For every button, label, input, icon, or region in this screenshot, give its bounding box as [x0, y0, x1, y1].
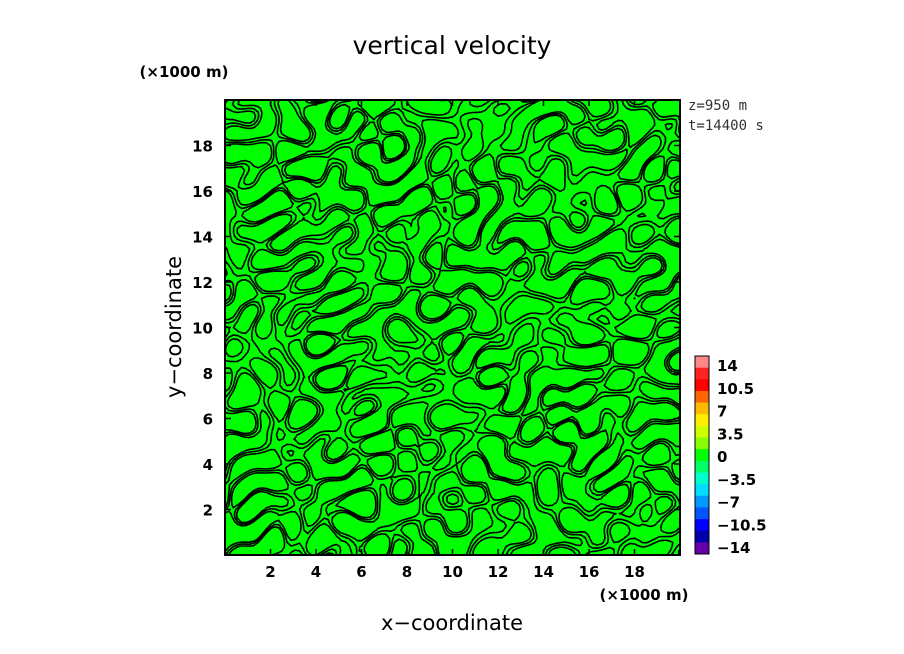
x-tick-label: 18	[624, 563, 645, 581]
colorbar-label: 3.5	[717, 425, 744, 443]
y-tick-label: 2	[203, 502, 213, 520]
colorbar-swatch	[695, 379, 709, 392]
colorbar-label: −14	[717, 539, 750, 557]
y-axis-label: y−coordinate	[162, 256, 186, 398]
colorbar-swatch	[695, 390, 709, 403]
colorbar-label: −10.5	[717, 516, 767, 534]
x-tick-label: 14	[533, 563, 554, 581]
y-tick-label: 14	[192, 229, 213, 247]
colorbar-label: 7	[717, 403, 727, 421]
y-tick-label: 4	[203, 456, 213, 474]
x-tick-label: 12	[488, 563, 509, 581]
y-unit-label: (×1000 m)	[140, 63, 229, 81]
x-tick-label: 10	[442, 563, 463, 581]
colorbar-swatch	[695, 495, 709, 508]
y-axis-ticks: 2 4 6 8 10 12 14 16 18	[192, 138, 680, 520]
colorbar-swatch	[695, 542, 709, 555]
colorbar-swatch	[695, 402, 709, 415]
y-tick-label: 18	[192, 138, 213, 156]
y-tick-label: 10	[192, 320, 213, 338]
contour-line	[225, 100, 680, 555]
colorbar-swatch	[695, 449, 709, 462]
colorbar-label: 10.5	[717, 380, 754, 398]
colorbar-label: −3.5	[717, 471, 756, 489]
x-tick-label: 2	[265, 563, 275, 581]
colorbar-swatch	[695, 367, 709, 380]
colorbar-swatch	[695, 484, 709, 497]
x-axis-label: x−coordinate	[381, 611, 523, 635]
colorbar-swatch	[695, 519, 709, 532]
colorbar-swatch	[695, 414, 709, 427]
contour-line	[225, 100, 680, 555]
x-tick-label: 6	[356, 563, 366, 581]
colorbar-swatch	[695, 437, 709, 450]
y-tick-label: 8	[203, 365, 213, 383]
colorbar-swatch	[695, 472, 709, 485]
y-tick-label: 6	[203, 411, 213, 429]
y-tick-label: 16	[192, 183, 213, 201]
t-annotation: t=14400 s	[688, 118, 764, 134]
x-axis-ticks: 2 4 6 8 10 12 14 16 18	[265, 100, 645, 581]
colorbar-swatch	[695, 425, 709, 438]
x-tick-label: 4	[311, 563, 321, 581]
colorbar-label: 14	[717, 357, 738, 375]
colorbar: 14 10.5 7 3.5 0 −3.5 −7 −10.5 −14	[694, 355, 767, 557]
x-unit-label: (×1000 m)	[600, 586, 689, 604]
y-tick-label: 12	[192, 274, 213, 292]
colorbar-swatch	[695, 460, 709, 473]
colorbar-label: 0	[717, 448, 727, 466]
x-tick-label: 16	[579, 563, 600, 581]
x-tick-label: 8	[402, 563, 412, 581]
colorbar-label: −7	[717, 494, 740, 512]
chart-title: vertical velocity	[353, 31, 552, 60]
z-annotation: z=950 m	[688, 98, 747, 114]
colorbar-swatch	[695, 530, 709, 543]
colorbar-frame	[694, 355, 710, 555]
colorbar-swatch	[695, 356, 709, 368]
colorbar-swatch	[695, 507, 709, 520]
contour-line	[225, 100, 680, 555]
contour-lines	[225, 100, 680, 555]
